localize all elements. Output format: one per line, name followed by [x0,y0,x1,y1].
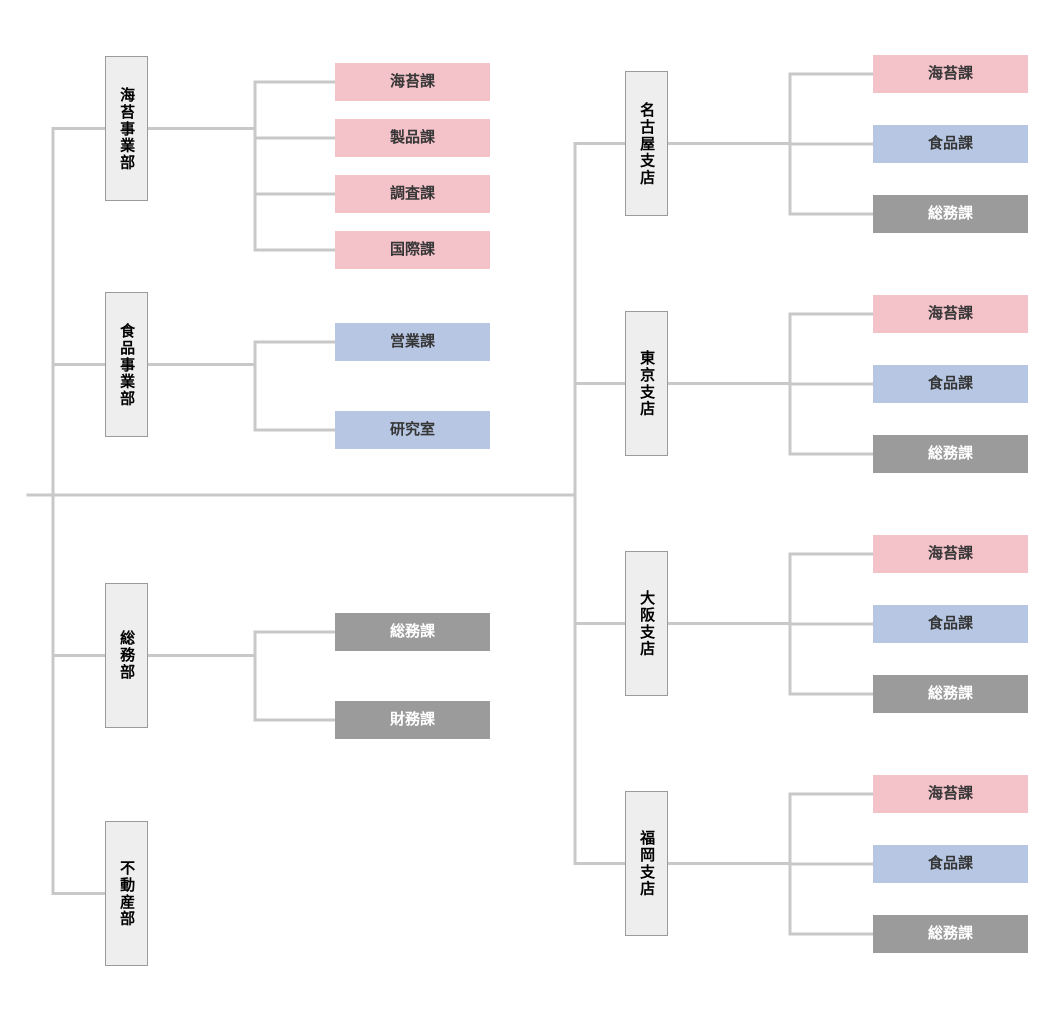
org-node-label: 海苔課 [928,305,973,322]
org-node-label: 食品課 [928,855,973,872]
org-node-b2c2: 食品課 [873,365,1028,403]
org-node-label: 調査課 [390,185,435,202]
org-chart: 海苔事業部食品事業部総務部不動産部海苔課製品課調査課国際課営業課研究室総務課財務… [0,0,1057,1021]
org-node-label: 国際課 [390,241,435,258]
org-node-b3: 大阪支店 [625,551,668,696]
org-node-b1c2: 食品課 [873,125,1028,163]
org-node-b1c3: 総務課 [873,195,1028,233]
org-node-d2: 食品事業部 [105,292,148,437]
org-node-label: 総務課 [928,685,973,702]
org-node-label: 製品課 [390,129,435,146]
org-node-b2c1: 海苔課 [873,295,1028,333]
org-node-d4: 不動産部 [105,821,148,966]
org-node-d3c2: 財務課 [335,701,490,739]
org-node-d1c4: 国際課 [335,231,490,269]
org-node-label: 大阪支店 [638,590,655,657]
org-node-label: 不動産部 [118,860,135,927]
org-node-d3c1: 総務課 [335,613,490,651]
org-node-label: 海苔事業部 [118,87,135,171]
org-node-label: 営業課 [390,333,435,350]
org-node-label: 財務課 [390,711,435,728]
org-node-label: 食品課 [928,135,973,152]
org-node-b1: 名古屋支店 [625,71,668,216]
org-node-label: 海苔課 [928,545,973,562]
org-node-b4c3: 総務課 [873,915,1028,953]
org-node-d1c3: 調査課 [335,175,490,213]
org-node-d2c1: 営業課 [335,323,490,361]
org-node-label: 名古屋支店 [638,102,655,186]
org-node-b4c2: 食品課 [873,845,1028,883]
org-node-b4c1: 海苔課 [873,775,1028,813]
org-node-b3c3: 総務課 [873,675,1028,713]
org-node-label: 海苔課 [390,73,435,90]
org-node-label: 総務課 [928,445,973,462]
org-node-d1: 海苔事業部 [105,56,148,201]
org-node-d2c2: 研究室 [335,411,490,449]
org-node-label: 総務課 [390,623,435,640]
org-node-label: 総務課 [928,205,973,222]
org-node-d3: 総務部 [105,583,148,728]
org-node-b3c2: 食品課 [873,605,1028,643]
org-node-label: 食品課 [928,375,973,392]
org-node-label: 食品事業部 [118,323,135,407]
org-node-d1c1: 海苔課 [335,63,490,101]
org-node-label: 総務課 [928,925,973,942]
org-node-label: 食品課 [928,615,973,632]
org-node-d1c2: 製品課 [335,119,490,157]
org-node-label: 福岡支店 [638,830,655,897]
org-node-b2: 東京支店 [625,311,668,456]
org-node-label: 総務部 [118,630,135,680]
org-node-label: 海苔課 [928,785,973,802]
org-node-b1c1: 海苔課 [873,55,1028,93]
org-node-b2c3: 総務課 [873,435,1028,473]
org-node-label: 海苔課 [928,65,973,82]
org-node-b4: 福岡支店 [625,791,668,936]
org-node-label: 研究室 [390,421,435,438]
org-node-b3c1: 海苔課 [873,535,1028,573]
org-node-label: 東京支店 [638,350,655,417]
